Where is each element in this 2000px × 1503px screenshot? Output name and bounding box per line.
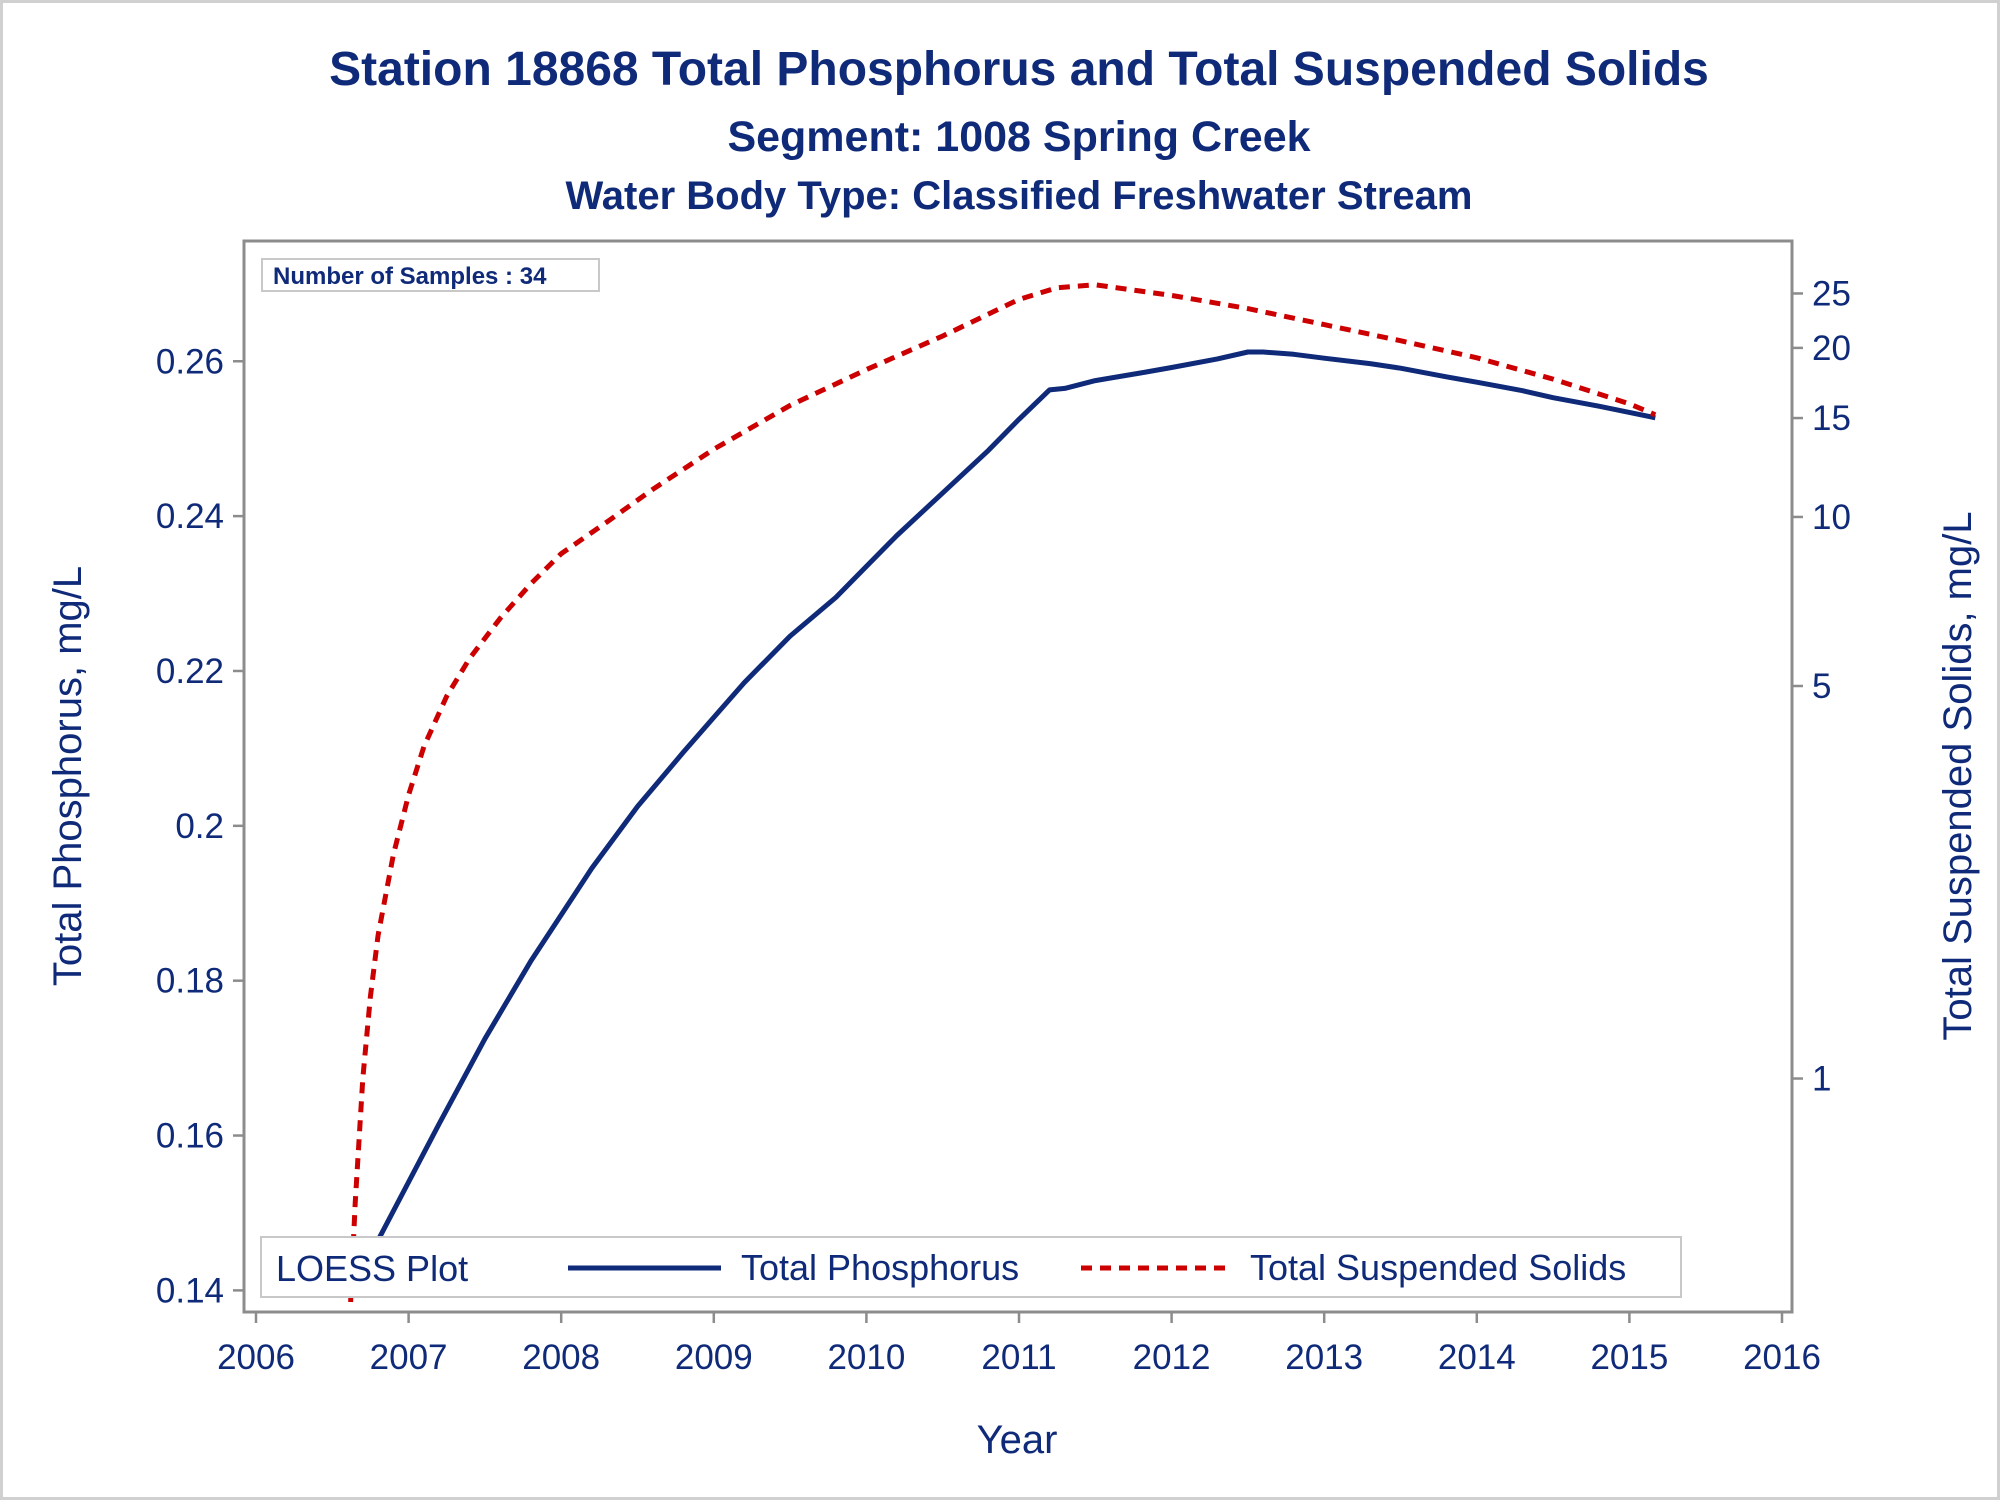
x-tick-label: 2010: [827, 1338, 905, 1377]
y2-tick-label: 5: [1812, 667, 1831, 706]
y-axis-left-label: Total Phosphorus, mg/L: [46, 566, 90, 986]
y2-tick-label: 10: [1812, 498, 1851, 537]
x-tick-label: 2011: [981, 1338, 1056, 1377]
chart-svg: Station 18868 Total Phosphorus and Total…: [46, 43, 1980, 1462]
x-tick-label: 2008: [522, 1338, 600, 1377]
chart-subtitle-2: Water Body Type: Classified Freshwater S…: [566, 174, 1473, 218]
x-tick-label: 2007: [370, 1338, 448, 1377]
y-tick-label: 0.22: [156, 652, 224, 691]
x-tick-label: 2009: [675, 1338, 753, 1377]
legend-entry-total-phosphorus: Total Phosphorus: [741, 1247, 1019, 1288]
x-tick-label: 2006: [217, 1338, 295, 1377]
legend-title: LOESS Plot: [276, 1248, 468, 1289]
y2-tick-label: 15: [1812, 399, 1851, 438]
x-tick-label: 2014: [1438, 1338, 1516, 1377]
x-tick-label: 2013: [1285, 1338, 1363, 1377]
sample-count-box: [261, 258, 600, 292]
y2-tick-label: 1: [1812, 1060, 1831, 1099]
y-tick-label: 0.26: [156, 342, 224, 381]
y-tick-label: 0.16: [156, 1117, 224, 1156]
y-tick-label: 0.14: [156, 1271, 224, 1310]
x-tick-label: 2016: [1743, 1338, 1821, 1377]
x-tick-label: 2015: [1590, 1338, 1668, 1377]
x-axis: 2006 2007 2008 2009 2010 2011 2012 2013 2014 2015…: [217, 1312, 1821, 1377]
x-axis-label: Year: [977, 1418, 1058, 1462]
chart-title: Station 18868 Total Phosphorus and Total…: [329, 43, 1709, 96]
sample-count-annotation: Number of Samples : 34: [273, 263, 547, 290]
plot-area: [242, 239, 1794, 1314]
legend-box: [260, 1236, 1682, 1298]
y-tick-label: 0.18: [156, 962, 224, 1001]
y-axis-left: 0.14 0.16 0.18 0.2 0.22 0.24 0.26: [156, 342, 244, 1310]
y-tick-label: 0.2: [175, 807, 224, 846]
x-tick-label: 2012: [1133, 1338, 1211, 1377]
y-axis-right-label: Total Suspended Solids, mg/L: [1936, 511, 1980, 1040]
y-tick-label: 0.24: [156, 497, 224, 536]
series-line-total-phosphorus: [348, 349, 1656, 1288]
series-layer: [348, 282, 1657, 1303]
y2-tick-label: 25: [1812, 274, 1851, 313]
y2-tick-label: 20: [1812, 329, 1851, 368]
chart-subtitle: Segment: 1008 Spring Creek: [727, 113, 1310, 161]
legend-entry-total-suspended-solids: Total Suspended Solids: [1250, 1247, 1626, 1288]
